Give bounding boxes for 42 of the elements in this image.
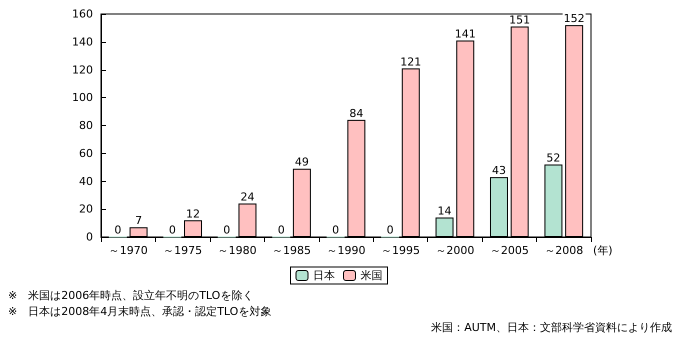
legend-label: 米国 (360, 269, 382, 282)
x-tick-label: ～2005 (490, 244, 529, 257)
y-tick-label: 0 (86, 230, 93, 244)
data-label: 52 (546, 152, 560, 165)
x-axis-title: (年) (593, 244, 613, 257)
y-tick-label: 20 (79, 202, 93, 216)
data-label: 84 (349, 106, 364, 120)
y-tick-label: 140 (72, 35, 93, 48)
text: 米国：AUTM、日本：文部科学省資料により作成 (431, 321, 672, 334)
data-label: 151 (509, 14, 530, 27)
x-tick-label: ～2008 (544, 244, 584, 257)
data-label: 0 (114, 224, 122, 236)
data-label: 43 (492, 164, 506, 178)
data-label: 141 (454, 27, 476, 40)
data-label: 121 (400, 55, 422, 68)
y-tick-label: 60 (79, 146, 93, 160)
x-tick-label: ～1975 (163, 244, 202, 257)
data-label: 49 (294, 156, 309, 169)
y-tick-label: 100 (72, 91, 93, 104)
y-tick-label: 120 (72, 63, 93, 76)
y-tick-label: 40 (79, 174, 93, 188)
x-tick-label: ～1990 (326, 244, 366, 257)
x-tick-label: ～1995 (380, 244, 420, 257)
x-tick-label: ～1985 (272, 244, 312, 257)
x-tick-label: ～1980 (218, 244, 257, 257)
data-label: 7 (135, 214, 142, 228)
data-label: 14 (438, 204, 452, 218)
data-label: 12 (186, 207, 200, 220)
data-label: 0 (168, 224, 176, 236)
y-tick-label: 160 (72, 8, 93, 20)
x-tick-label: ～2000 (435, 244, 474, 257)
x-tick-label: ～1970 (108, 244, 148, 257)
data-label: 152 (564, 12, 585, 26)
y-tick-label: 80 (79, 119, 93, 132)
text: ※ 日本は2008年4月末時点、承認・認定TLOを対象 (8, 305, 272, 318)
data-label: 0 (332, 224, 340, 236)
data-label: 0 (223, 224, 230, 236)
data-label: 0 (278, 224, 285, 236)
legend-label: 日本 (313, 269, 335, 282)
text: ※ 米国は2006年時点、設立年不明のTLOを除く (8, 289, 254, 302)
data-label: 0 (386, 224, 394, 236)
data-label: 24 (240, 190, 254, 204)
